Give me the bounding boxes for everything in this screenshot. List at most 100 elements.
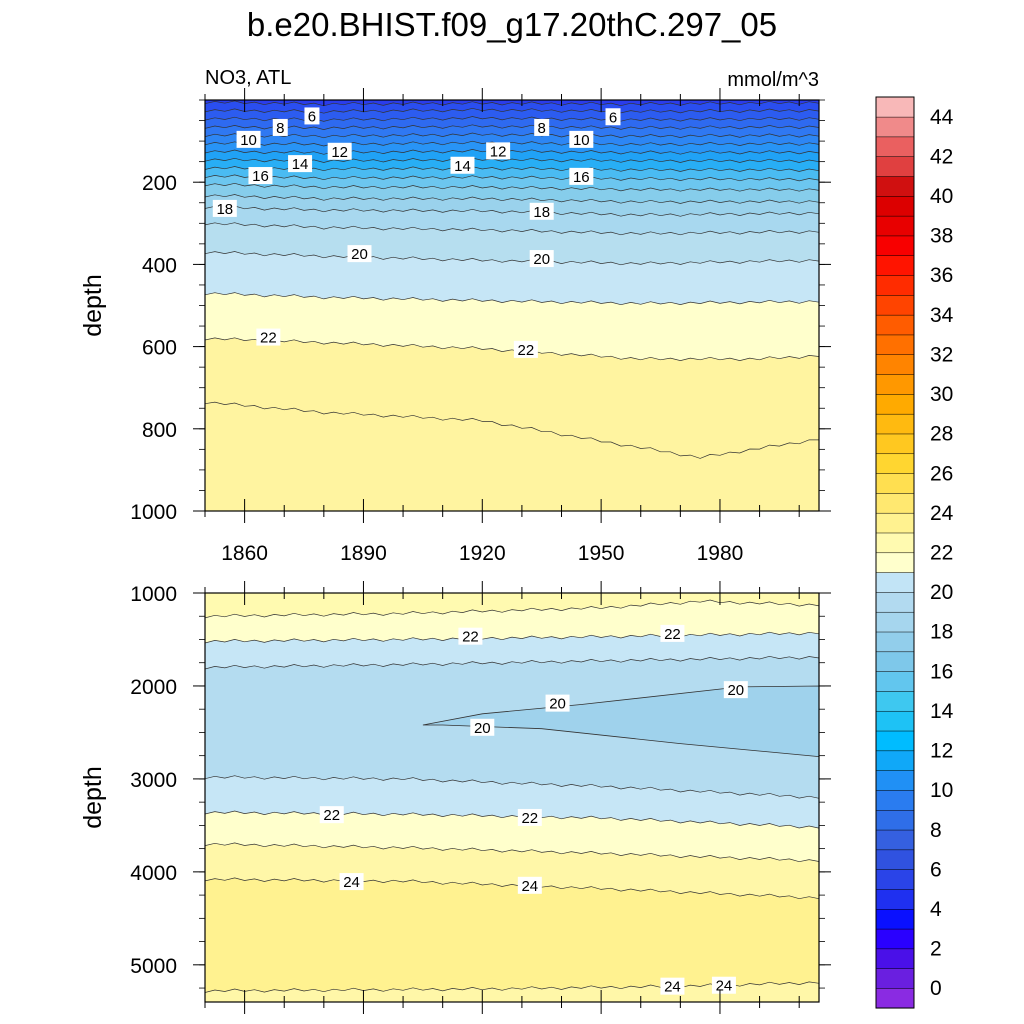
contour-label: 24 [343,874,360,891]
contour-label: 6 [308,108,316,125]
colorbar-tick-label: 20 [930,581,953,604]
colorbar-tick-label: 28 [930,423,953,446]
colorbar-swatch [875,453,915,474]
contour-label-bg [545,694,570,712]
colorbar-tick-label: 18 [930,621,953,644]
y-axis-label: depth [79,274,107,337]
colorbar-tick-label: 42 [930,145,953,168]
contour-label: 24 [521,878,538,895]
contour-label: 14 [292,156,309,173]
y-tick-label: 5000 [130,955,177,978]
colorbar-swatch [875,730,915,752]
colorbar-swatch [875,671,915,692]
y-tick-label: 4000 [130,862,177,885]
colorbar-swatch [875,591,915,613]
y-tick-label: 3000 [130,769,177,792]
contour-label: 20 [351,246,368,263]
contour-label-bg [458,627,483,645]
colorbar-swatch [875,968,915,989]
colorbar-tick-label: 30 [930,383,953,406]
contour-label-bg [327,142,352,160]
colorbar-swatch [875,96,915,118]
contour-line [205,100,819,107]
contour-band-fill [205,877,819,1002]
contour-label-bg [212,199,237,217]
contour-label-bg [517,876,542,894]
contour-label-bg [347,245,372,263]
colorbar-swatch [875,611,915,633]
contour-label-bg [339,873,364,891]
contour-line [205,401,819,459]
x-tick-label: 1980 [697,542,744,565]
colorbar-swatch [875,869,915,890]
colorbar-swatch [875,908,915,930]
colorbar-tick-label: 40 [930,185,953,208]
colorbar-swatch [875,849,915,870]
colorbar-tick-label: 14 [930,700,954,723]
contour-line [205,182,819,192]
contour-label: 22 [323,807,340,824]
contour-label-bg [304,107,320,125]
contour-label-bg [248,167,273,185]
contour-label: 20 [474,720,491,737]
colorbar-swatch [875,433,915,455]
colorbar-tick-label: 22 [930,542,953,565]
colorbar-tick-label: 24 [930,502,954,525]
contour-label: 24 [664,979,681,996]
contour-label: 14 [454,158,471,175]
colorbar-swatch [875,156,915,177]
colorbar-tick-label: 44 [930,106,954,129]
colorbar-swatch [875,631,915,653]
contour-label-bg [569,167,594,185]
colorbar-tick-label: 8 [930,819,942,842]
colorbar-frame [875,96,915,1009]
colorbar-tick-label: 4 [930,898,942,921]
contour-label-bg [288,155,313,173]
contour-label: 20 [549,696,566,713]
colorbar-swatch [875,175,915,197]
colorbar-swatch [875,948,915,969]
y-tick-label: 800 [142,419,177,442]
contour-line [205,292,819,306]
contour-label-bg [236,130,261,148]
y-axis-label: depth [79,766,107,829]
contour-line [205,140,819,147]
contour-label: 10 [573,132,590,149]
colorbar-tick-label: 16 [930,660,953,683]
colorbar-swatch [875,136,915,157]
y-tick-label: 1000 [130,501,177,524]
contour-label-bg [660,977,685,995]
contour-label: 16 [573,169,590,186]
contour-label-bg [319,806,344,824]
contour-label: 8 [538,120,546,137]
contour-label: 22 [518,342,535,359]
contour-label: 10 [240,132,257,149]
colorbar-swatch [875,255,915,276]
contour-label: 16 [252,168,269,185]
contour-label: 8 [276,120,284,137]
contour-label-bg [486,142,511,160]
x-tick-label: 1890 [340,542,387,565]
contour-label-bg [272,118,288,136]
contour-label-bg [534,118,550,136]
colorbar-swatch [875,116,915,138]
colorbar-swatch [875,888,915,910]
contour-band-fill [205,402,819,511]
colorbar-swatch [875,572,915,593]
colorbar-swatch [875,770,915,791]
contour-line [205,337,819,361]
colorbar-tick-label: 36 [930,264,953,287]
colorbar-swatch [875,314,915,336]
colorbar-swatch [875,750,915,771]
contour-label-bg [450,156,475,174]
colorbar-swatch [875,473,915,494]
contour-line [205,842,819,863]
colorbar-swatch [875,710,915,732]
colorbar-swatch [875,829,915,851]
y-tick-label: 2000 [130,676,177,699]
colorbar-swatch [875,215,915,237]
contour-label: 20 [727,682,744,699]
colorbar-swatch [875,987,915,1009]
lower-panel: 22 22 20 20 20 22 22 24 24 24 24 1000 2000 3000 4000 50… [79,581,831,1014]
